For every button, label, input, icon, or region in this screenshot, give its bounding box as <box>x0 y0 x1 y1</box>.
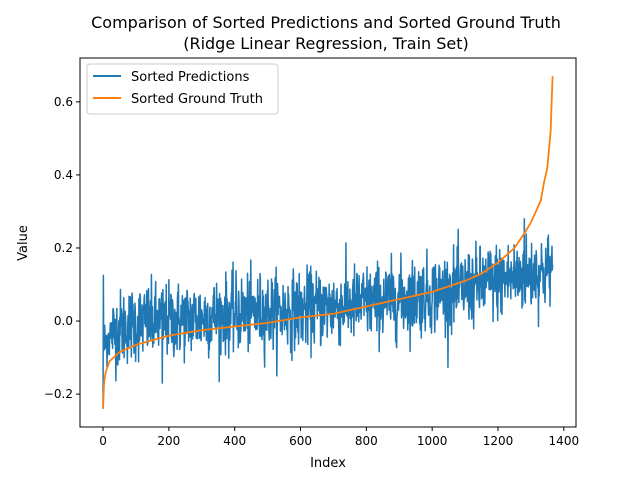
x-tick-label: 800 <box>355 434 378 448</box>
legend: Sorted Predictions Sorted Ground Truth <box>86 63 279 115</box>
series-line-sorted-ground-truth <box>102 76 554 409</box>
x-tick-label: 1200 <box>483 434 514 448</box>
y-axis-label: Value <box>16 225 31 261</box>
legend-label-predictions: Sorted Predictions <box>131 70 250 85</box>
series-line-sorted-predictions <box>102 218 554 409</box>
legend-label-ground-truth: Sorted Ground Truth <box>131 92 263 107</box>
series-layer <box>102 76 554 409</box>
x-tick-label: 200 <box>157 434 180 448</box>
x-axis: 0 200 400 600 800 1000 1200 1400 <box>99 427 579 448</box>
y-axis: −0.2 0.0 0.2 0.4 0.6 <box>44 95 80 401</box>
x-tick-label: 1400 <box>549 434 580 448</box>
x-axis-label: Index <box>310 456 346 471</box>
x-tick-label: 600 <box>289 434 312 448</box>
legend-box <box>86 63 279 115</box>
x-tick-label: 1000 <box>417 434 448 448</box>
x-tick-label: 0 <box>99 434 107 448</box>
chart-title-line-1: Comparison of Sorted Predictions and Sor… <box>91 13 561 32</box>
y-tick-label: −0.2 <box>44 387 73 401</box>
x-tick-label: 400 <box>223 434 246 448</box>
y-tick-label: 0.4 <box>54 168 73 182</box>
y-tick-label: 0.6 <box>54 95 73 109</box>
chart-title-line-2: (Ridge Linear Regression, Train Set) <box>183 34 469 53</box>
plot-frame <box>79 57 577 428</box>
y-tick-label: 0.2 <box>54 241 73 255</box>
y-tick-label: 0.0 <box>54 314 73 328</box>
